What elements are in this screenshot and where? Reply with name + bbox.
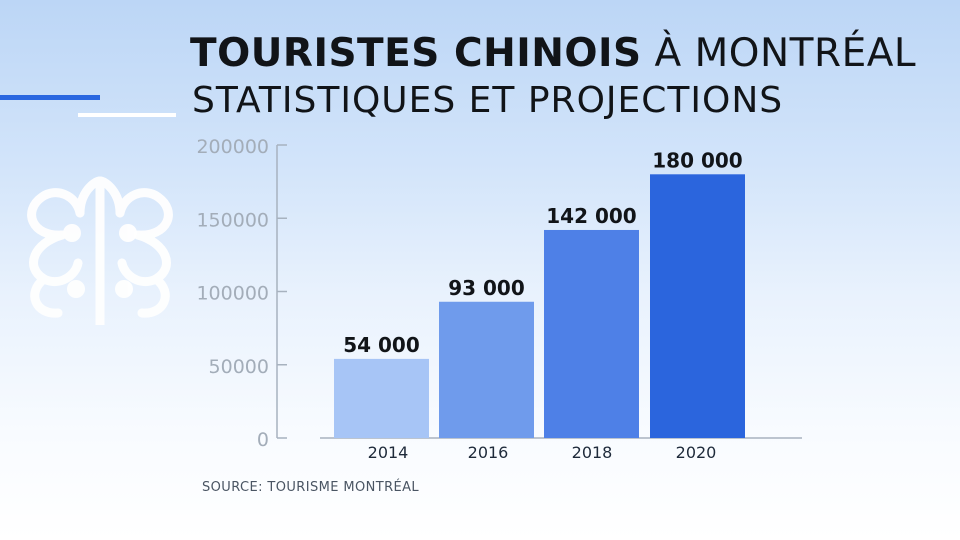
data-label-2016: 93 000 [448,276,525,300]
x-tick-label-2016: 2016 [468,443,509,462]
y-tick-label: 100000 [196,283,269,305]
x-tick-label-2018: 2018 [572,443,613,462]
y-tick-label: 150000 [196,209,269,231]
accent-bar-white [78,113,176,117]
y-tick-label: 0 [257,429,269,451]
montreal-rose-logo-icon [27,176,173,325]
accent-bar-blue [0,95,100,100]
bar-2014 [334,358,429,438]
data-label-2014: 54 000 [343,333,420,357]
chart-subtitle: STATISTIQUES ET PROJECTIONS [192,80,784,121]
bar-2020 [650,174,745,439]
y-tick-label: 200000 [196,136,269,158]
data-label-2018: 142 000 [546,204,636,228]
x-tick-label-2014: 2014 [368,443,409,462]
chart-title-bold: TOURISTES CHINOIS [190,31,642,76]
chart-title-rest: À MONTRÉAL [654,31,917,76]
chart-title: TOURISTES CHINOIS À MONTRÉAL [190,30,916,78]
x-tick-label-2020: 2020 [676,443,717,462]
bar-2018 [544,229,639,438]
y-tick-label: 50000 [209,356,269,378]
data-label-2020: 180 000 [652,148,742,172]
bar-2016 [439,301,534,438]
source-note: SOURCE: TOURISME MONTRÉAL [202,480,420,495]
